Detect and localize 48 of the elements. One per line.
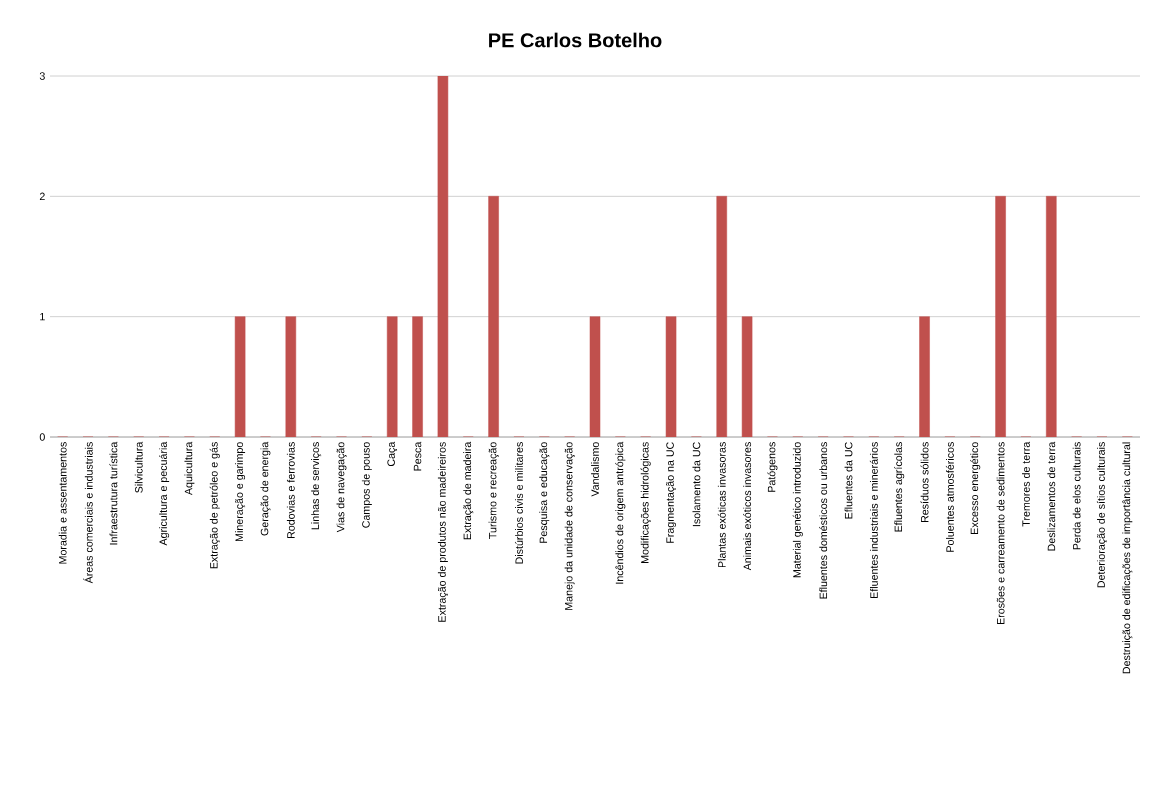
x-tick-label: Deslizamentos de terra <box>1047 441 1056 551</box>
x-tick-label: Isolamento da UC <box>692 442 701 527</box>
x-tick-label: Vandalismo <box>591 442 599 497</box>
x-tick-label: Distúrbios civis e militares <box>514 442 523 564</box>
x-tick-label: Efluentes da UC <box>844 442 853 519</box>
x-tick-label: Caça <box>387 441 398 467</box>
y-tick-label: 0 <box>39 433 45 441</box>
x-tick-label: Resíduos sólidos <box>920 442 929 523</box>
x-tick-label: Extração de madeira <box>463 441 474 540</box>
x-tick-label: Animais exóticos invasores <box>743 442 752 571</box>
x-tick-label: Agricultura e pecuária <box>159 441 170 546</box>
x-tick-label: Destruição de edificações de importância cultural <box>1122 442 1133 674</box>
x-tick-label: Áreas comerciais e industriais <box>83 442 93 584</box>
x-tick-label: Perda de elos culturais <box>1072 442 1081 550</box>
x-tick-label: Moradia e assentamentos <box>58 442 67 564</box>
x-tick-label: Campos de pouso <box>361 442 372 528</box>
x-tick-label: Extração de petróleo e gás <box>209 442 220 569</box>
x-tick-label: Efluentes domésticos ou urbanos <box>819 442 828 599</box>
x-tick-label: Plantas exóticas invasoras <box>717 442 726 568</box>
x-tick-label: Turismo e recreação <box>488 442 499 539</box>
x-tick-label: Geração de energia <box>260 441 271 536</box>
x-tick-label: Aquicultura <box>184 441 195 496</box>
x-tick-label: Poluentes atmosféricos <box>945 442 954 552</box>
x-tick-label: Fragmentação na UC <box>666 442 676 543</box>
y-tick-label: 3 <box>39 72 45 80</box>
x-tick-label: Tremores de terra <box>1022 441 1030 527</box>
x-tick-label: Pesca <box>413 441 422 471</box>
x-tick-label: Rodovias e ferrovias <box>286 442 295 539</box>
x-tick-label: Modificações hidrológicas <box>640 442 651 563</box>
x-tick-label: Silvicultura <box>134 441 143 493</box>
x-tick-label: Excesso energético <box>970 442 981 534</box>
x-tick-label: Efluentes agrícolas <box>894 442 905 532</box>
x-tick-label: Deterioração de sítios culturais <box>1096 442 1108 588</box>
x-tick-label: Extração de produtos não madeireiros <box>437 442 448 622</box>
x-tick-label: Pesquisa e educação <box>539 442 550 543</box>
x-tick-label: Infraestrutura turística <box>109 441 118 545</box>
x-tick-label: Mineração e garimpo <box>235 442 246 542</box>
x-tick-label: Patógenos <box>767 442 778 492</box>
x-tick-label: Material genético introduzido <box>792 442 803 578</box>
y-tick-label: 2 <box>39 192 45 201</box>
x-tick-label: Erosões e carreamento de sedimentos <box>996 442 1005 625</box>
x-tick-label: Vias de navegação <box>336 442 347 533</box>
x-tick-label: Linhas de serviços <box>311 442 322 530</box>
x-tick-label: Manejo da unidade de conservação <box>564 442 575 610</box>
x-tick-label: Incêndios de origem antrópica <box>615 441 626 584</box>
y-tick-label: 1 <box>40 313 45 321</box>
chart-title: PE Carlos Botelho <box>489 32 662 48</box>
x-tick-label: Efluentes industriais e minerários <box>869 442 878 598</box>
